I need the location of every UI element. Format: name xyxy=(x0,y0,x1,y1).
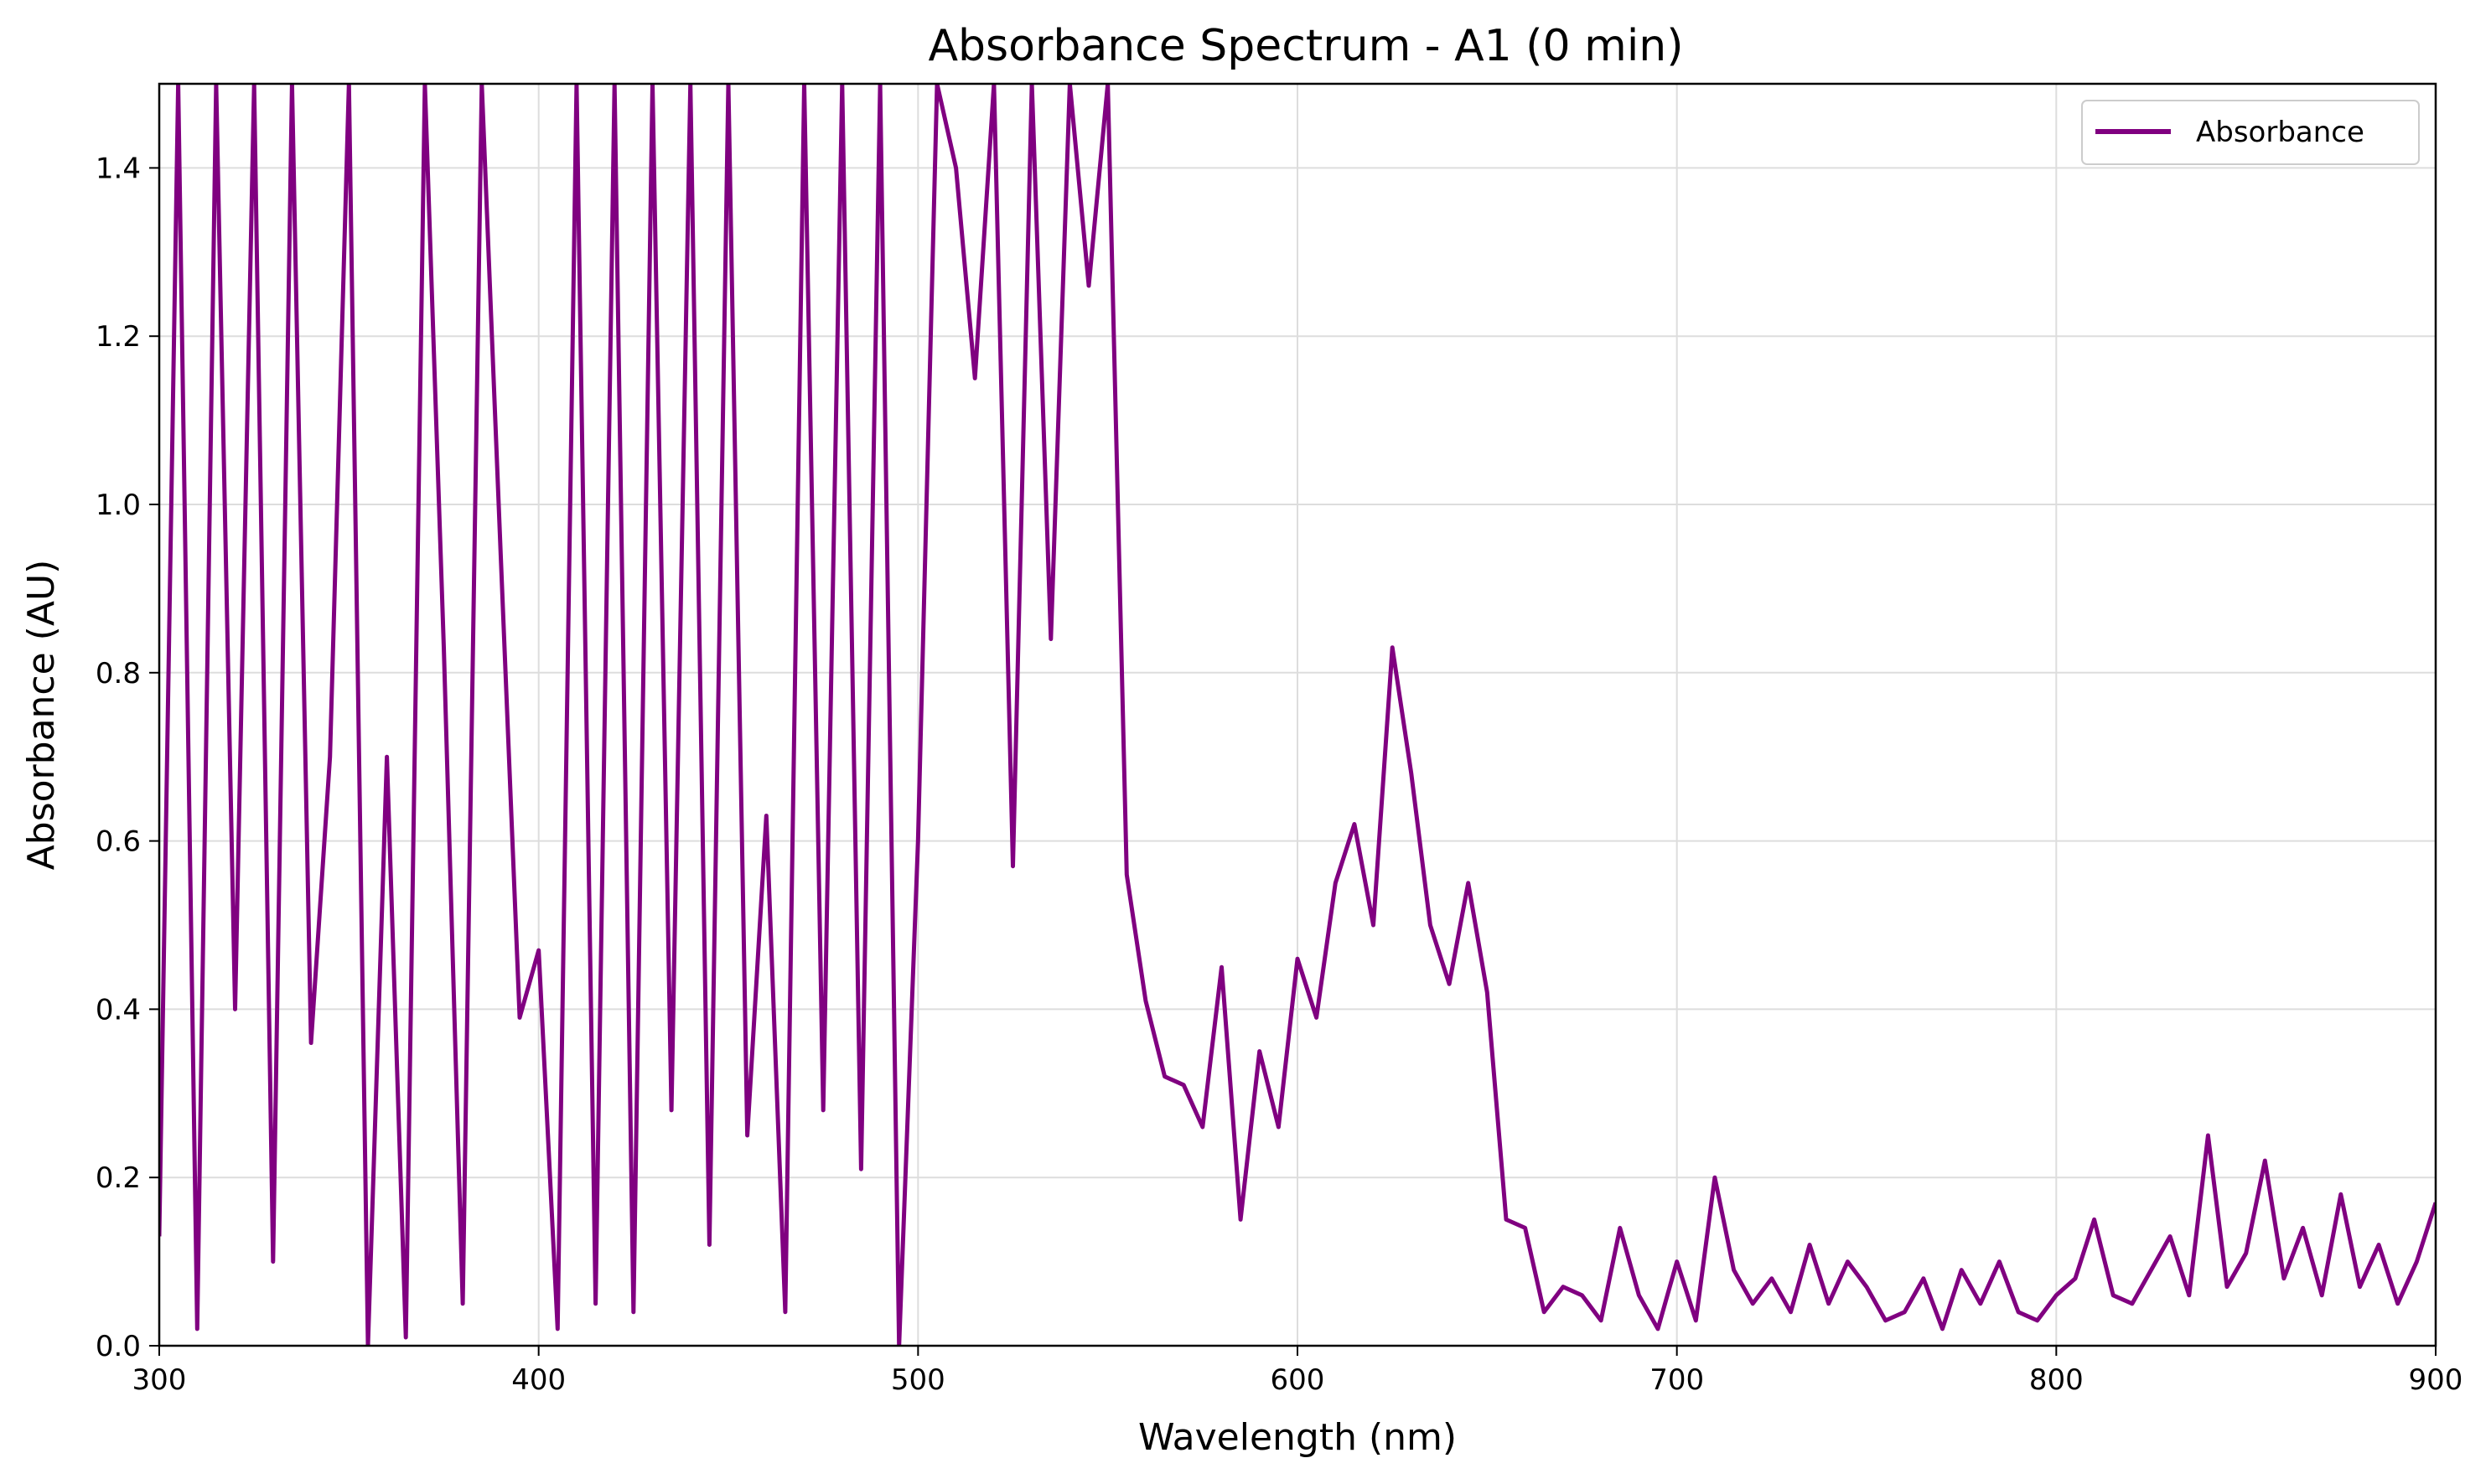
x-tick-label: 500 xyxy=(891,1363,945,1397)
y-tick-label: 0.0 xyxy=(96,1330,141,1363)
y-axis: 0.0 0.2 0.4 0.6 0.8 1.0 1.2 1.4 xyxy=(96,152,159,1363)
series-line-absorbance xyxy=(159,84,2436,1346)
chart-title: Absorbance Spectrum - A1 (0 min) xyxy=(928,21,1683,71)
y-tick-label: 0.6 xyxy=(96,825,141,859)
x-axis: 300 400 500 600 700 800 900 xyxy=(132,1346,2463,1397)
legend-label: Absorbance xyxy=(2196,116,2364,149)
x-tick-label: 800 xyxy=(2029,1363,2084,1397)
x-tick-label: 400 xyxy=(511,1363,566,1397)
y-tick-label: 0.2 xyxy=(96,1161,141,1195)
y-tick-label: 1.2 xyxy=(96,320,141,354)
x-tick-label: 700 xyxy=(1649,1363,1704,1397)
x-tick-label: 900 xyxy=(2409,1363,2463,1397)
legend-box xyxy=(2081,100,2420,165)
y-tick-label: 0.4 xyxy=(96,993,141,1026)
x-tick-label: 600 xyxy=(1271,1363,1325,1397)
grid xyxy=(158,84,2437,1347)
x-axis-label: Wavelength (nm) xyxy=(1138,1416,1457,1459)
legend: Absorbance xyxy=(2081,100,2420,165)
y-axis-label: Absorbance (AU) xyxy=(20,560,63,871)
x-tick-label: 300 xyxy=(132,1363,187,1397)
y-tick-label: 1.0 xyxy=(96,489,141,522)
y-tick-label: 0.8 xyxy=(96,657,141,690)
y-tick-label: 1.4 xyxy=(96,152,141,185)
